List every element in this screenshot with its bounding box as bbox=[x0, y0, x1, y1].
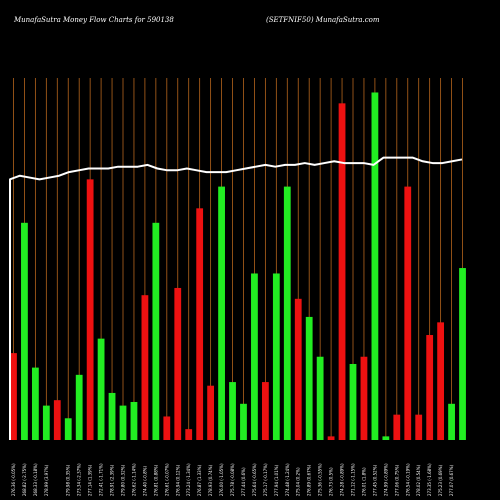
x-tick-label: 276.36 (-0.05%) bbox=[11, 463, 16, 496]
bar-down bbox=[294, 298, 302, 440]
bar-up bbox=[229, 382, 236, 440]
bar-down bbox=[415, 414, 423, 440]
bar-down bbox=[437, 322, 445, 440]
bar-down bbox=[360, 356, 368, 440]
x-tick-label: 274.99 (-0.89%) bbox=[383, 463, 388, 496]
bar-down bbox=[327, 436, 335, 440]
x-tick-label: 268.82 (-2.75%) bbox=[22, 463, 27, 496]
x-tick-label: 278.99 (3.97%) bbox=[44, 464, 49, 496]
bar-down bbox=[174, 287, 182, 440]
x-tick-label: 275.36 (-0.55%) bbox=[318, 463, 323, 496]
x-tick-label: 279.80 (0.32%) bbox=[121, 464, 126, 496]
chart-title: MunafaSutra Money Flow Charts for 590138 bbox=[13, 16, 174, 24]
x-tick-label: 277.06 (0.75%) bbox=[394, 464, 399, 496]
x-tick-label: 276.81 (0.88%) bbox=[153, 464, 158, 496]
bar-up bbox=[75, 374, 83, 440]
bar-up bbox=[305, 316, 313, 440]
bar-up bbox=[251, 273, 258, 440]
bar-down bbox=[185, 429, 193, 440]
x-tick-label: 272.41 (-1.71%) bbox=[99, 463, 104, 496]
bar-up bbox=[152, 222, 160, 440]
bar-up bbox=[42, 405, 50, 440]
chart-subtitle: (SETFNIF50) MunafaSutra.com bbox=[266, 16, 380, 24]
bar-down bbox=[10, 353, 17, 440]
x-tick-label: 275.17 (-0.17%) bbox=[263, 463, 268, 496]
bar-up bbox=[21, 222, 28, 440]
x-tick-label: 271.12 (-1.15%) bbox=[351, 463, 356, 496]
x-tick-label: 273.35 (-1.68%) bbox=[427, 463, 432, 496]
x-tick-labels: 276.36 (-0.05%) 268.82 (-2.75%) 268.33 (-0… bbox=[11, 463, 454, 496]
x-tick-label: 276.87 (1.33%) bbox=[197, 464, 202, 496]
x-tick-label: 276.61 (-0.07%) bbox=[164, 463, 169, 496]
bar-up bbox=[130, 401, 138, 440]
bar-up bbox=[119, 405, 127, 440]
bar-up bbox=[64, 418, 72, 440]
x-tick-label: 276.01 (1.8%) bbox=[361, 467, 366, 496]
bar-up bbox=[31, 367, 39, 440]
bar-down bbox=[86, 179, 94, 441]
x-tick-label: 277.07 (0.67%) bbox=[449, 464, 454, 496]
bar-up bbox=[108, 392, 116, 440]
bar-up bbox=[382, 436, 390, 440]
bar-up bbox=[349, 363, 357, 440]
bar-down bbox=[426, 335, 434, 440]
x-tick-label: 278.93 (0.74%) bbox=[208, 464, 213, 496]
bar-down bbox=[207, 385, 215, 440]
trend-line-group bbox=[9, 156, 463, 440]
x-tick-label: 275.23 (0.69%) bbox=[438, 464, 443, 496]
bar-up bbox=[218, 186, 225, 440]
x-tick-label: 279.98 (0.35%) bbox=[66, 464, 71, 496]
x-tick-label: 273.24 (-1.34%) bbox=[186, 463, 191, 496]
x-tick-label: 276.73 (0.5%) bbox=[329, 467, 334, 496]
bar-down bbox=[261, 382, 269, 440]
bar-up bbox=[97, 338, 105, 440]
bar-up bbox=[459, 268, 466, 440]
x-tick-label: 277.14 (1.39%) bbox=[88, 464, 93, 496]
x-tick-label: 276.54 (-0.19%) bbox=[405, 463, 410, 496]
x-tick-label: 275.64 (-0.65%) bbox=[252, 463, 257, 496]
x-tick-label: 277.94 (1.01%) bbox=[274, 464, 279, 496]
x-tick-label: 277.45 (0.52%) bbox=[372, 464, 377, 496]
bar-down bbox=[196, 208, 204, 440]
bar-up bbox=[371, 92, 379, 440]
bars-group bbox=[10, 92, 466, 441]
bar-up bbox=[240, 403, 247, 440]
bar-down bbox=[404, 186, 412, 440]
trend-line bbox=[9, 156, 463, 440]
x-tick-label: 277.44 (0.6%) bbox=[241, 467, 246, 496]
bar-down bbox=[338, 103, 346, 440]
x-tick-label: 275.04 (0.2%) bbox=[296, 467, 301, 496]
bar-up bbox=[283, 186, 291, 440]
x-tick-label: 278.91 (2.39%) bbox=[110, 464, 115, 496]
x-tick-label: 276.94 (0.12%) bbox=[175, 464, 180, 496]
bar-down bbox=[163, 416, 171, 440]
x-tick-label: 276.62 (-1.14%) bbox=[131, 463, 136, 496]
bar-up bbox=[316, 356, 324, 440]
bar-down bbox=[141, 295, 149, 440]
x-tick-label: 274.48 (-1.24%) bbox=[285, 463, 290, 496]
bar-up bbox=[448, 403, 455, 440]
x-tick-label: 268.33 (-0.18%) bbox=[33, 463, 38, 496]
x-tick-label: 278.02 (0.54%) bbox=[416, 464, 421, 496]
x-tick-label: 273.34 (-2.37%) bbox=[77, 463, 82, 496]
bar-down bbox=[393, 414, 401, 440]
bar-up bbox=[272, 273, 280, 440]
bar-down bbox=[53, 400, 61, 440]
x-tick-label: 275.78 (-0.08%) bbox=[230, 463, 235, 496]
x-tick-label: 276.00 (-1.05%) bbox=[219, 463, 224, 496]
x-tick-label: 276.89 (0.67%) bbox=[307, 464, 312, 496]
x-tick-label: 274.28 (-0.89%) bbox=[340, 463, 345, 496]
x-tick-label: 274.40 (-0.8%) bbox=[142, 466, 147, 496]
